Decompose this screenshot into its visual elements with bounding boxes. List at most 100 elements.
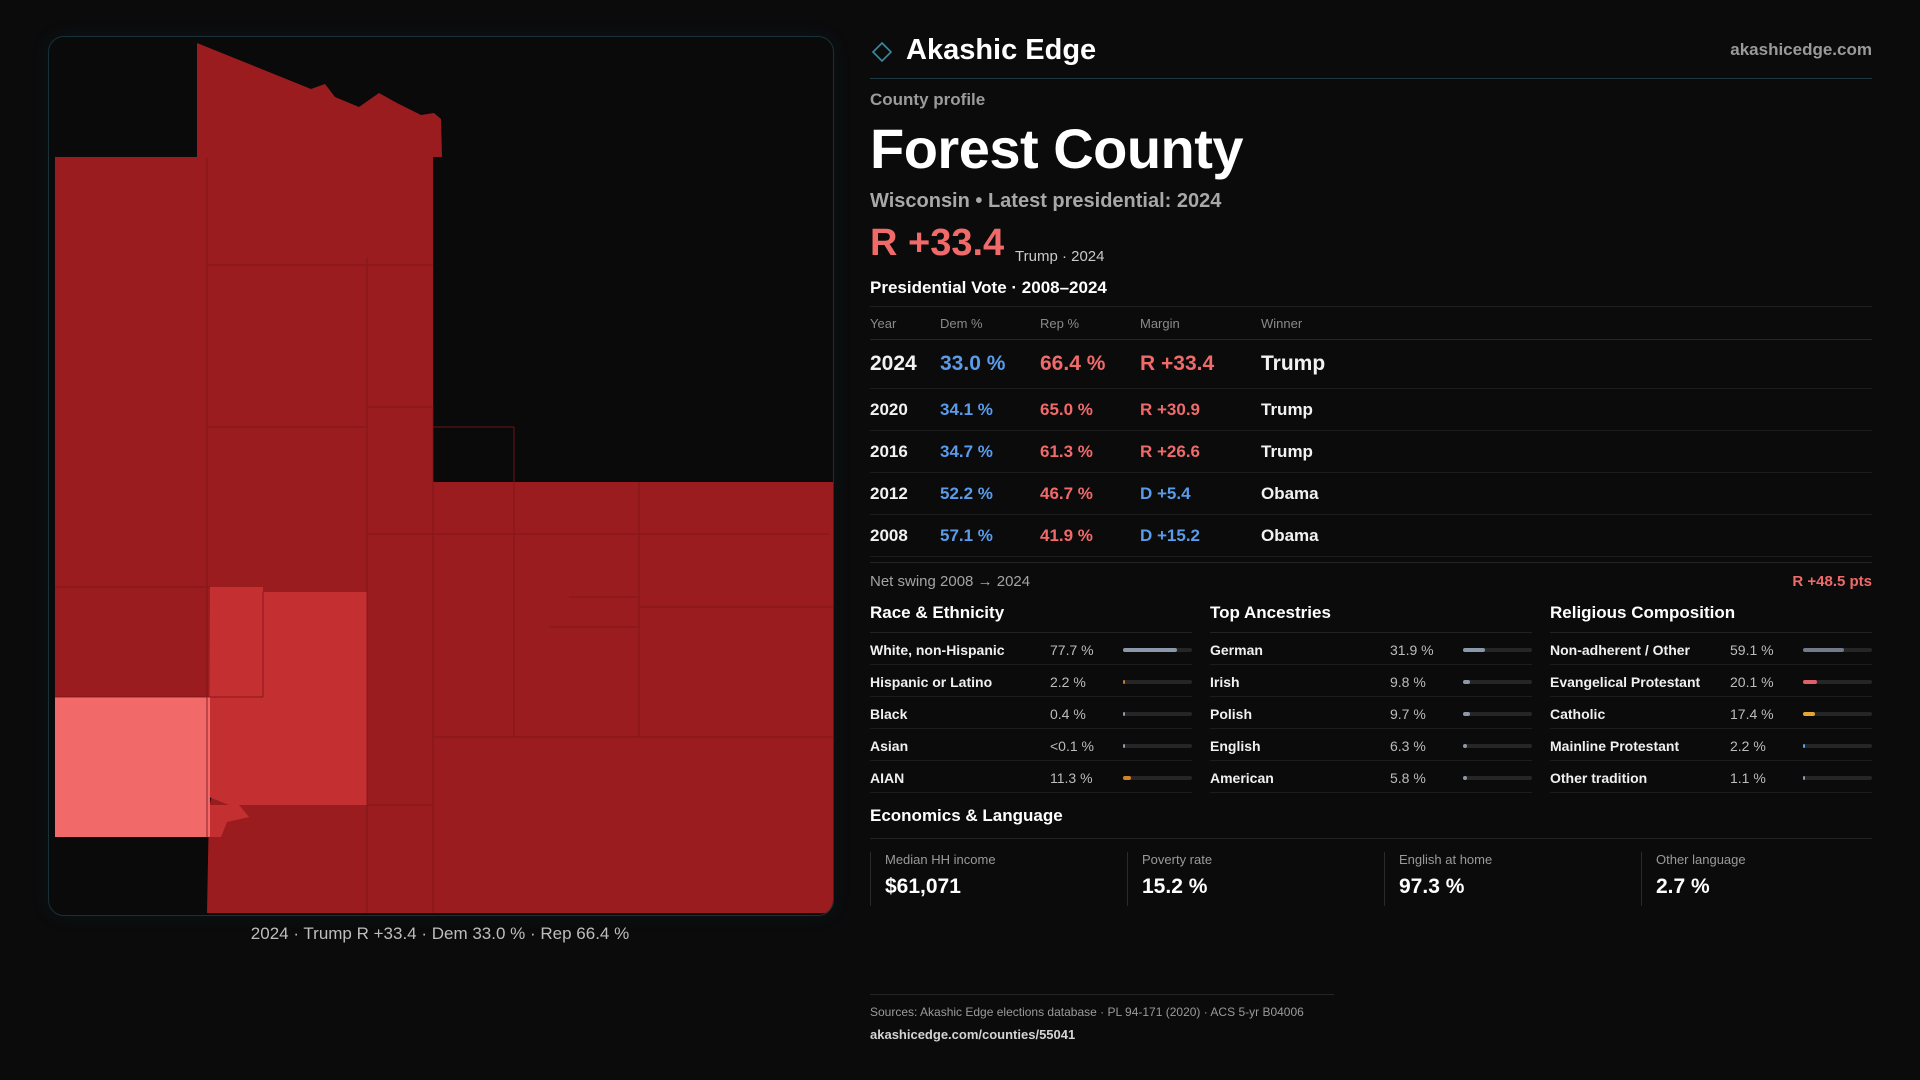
map-precinct[interactable] xyxy=(209,587,367,805)
cell-rep: 41.9 % xyxy=(1040,514,1140,557)
stat-row: AIAN 11.3 % xyxy=(870,761,1192,793)
share-bar-fill xyxy=(1463,648,1485,652)
share-bar-fill xyxy=(1803,712,1815,716)
religion-section: Religious Composition Non-adherent / Oth… xyxy=(1550,598,1872,793)
stat-row: Black 0.4 % xyxy=(870,697,1192,729)
subtitle: Wisconsin • Latest presidential: 2024 xyxy=(870,190,1222,212)
share-bar-fill xyxy=(1123,776,1131,780)
share-bar xyxy=(1803,648,1872,652)
cell-year: 2024 xyxy=(870,339,940,389)
share-bar xyxy=(1123,680,1192,684)
share-bar-fill xyxy=(1803,776,1806,780)
cell-dem: 34.1 % xyxy=(940,388,1040,431)
share-bar xyxy=(1123,744,1192,748)
stat-row-value: 20.1 % xyxy=(1730,674,1774,690)
profile-panel: Akashic Edge akashicedge.com County prof… xyxy=(870,0,1872,1080)
stat-row: American 5.8 % xyxy=(1210,761,1532,793)
stat-row-value: 2.2 % xyxy=(1730,738,1766,754)
cell-winner: Obama xyxy=(1261,472,1872,515)
cell-year: 2016 xyxy=(870,430,940,473)
table-row[interactable]: 2008 57.1 % 41.9 % D +15.2 Obama xyxy=(870,514,1872,557)
share-bar-fill xyxy=(1463,776,1467,780)
diamond-logo-icon xyxy=(872,42,892,62)
stat-row-value: 9.7 % xyxy=(1390,706,1426,722)
stat-row-value: 2.2 % xyxy=(1050,674,1086,690)
cell-rep: 61.3 % xyxy=(1040,430,1140,473)
stat-value: 2.7 % xyxy=(1656,875,1710,898)
cell-year: 2020 xyxy=(870,388,940,431)
share-bar-fill xyxy=(1123,680,1126,684)
stat-row-label: Non-adherent / Other xyxy=(1550,642,1691,658)
map-precinct[interactable] xyxy=(210,805,249,837)
share-bar xyxy=(1123,776,1192,780)
cell-dem: 34.7 % xyxy=(940,430,1040,473)
cell-winner: Trump xyxy=(1261,388,1872,431)
map-precinct[interactable] xyxy=(55,697,219,837)
share-bar-fill xyxy=(1803,680,1817,684)
stat-row-label: Black xyxy=(870,706,908,722)
stat-row: Mainline Protestant 2.2 % xyxy=(1550,729,1872,761)
stat-row-value: 5.8 % xyxy=(1390,770,1426,786)
share-bar xyxy=(1803,776,1872,780)
eyebrow-label: County profile xyxy=(870,90,986,109)
page-title: Forest County xyxy=(870,117,1244,180)
share-bar-fill xyxy=(1123,744,1126,748)
share-bar-fill xyxy=(1463,744,1468,748)
brand-url-link[interactable]: akashicedge.com xyxy=(1730,40,1872,59)
share-bar-fill xyxy=(1463,712,1470,716)
stat-row: Other tradition 1.1 % xyxy=(1550,761,1872,793)
table-row[interactable]: 2020 34.1 % 65.0 % R +30.9 Trump xyxy=(870,388,1872,431)
table-row[interactable]: 2024 33.0 % 66.4 % R +33.4 Trump xyxy=(870,339,1872,389)
stat-row-label: Hispanic or Latino xyxy=(870,674,993,690)
cell-rep: 66.4 % xyxy=(1040,339,1140,389)
cell-margin: D +5.4 xyxy=(1140,472,1261,515)
share-bar-fill xyxy=(1123,648,1177,652)
stat-row: White, non-Hispanic 77.7 % xyxy=(870,633,1192,665)
share-bar-fill xyxy=(1803,744,1806,748)
stat-row-value: 11.3 % xyxy=(1050,770,1093,786)
map-caption: 2024 · Trump R +33.4 · Dem 33.0 % · Rep … xyxy=(250,924,630,943)
stat-row: Asian <0.1 % xyxy=(870,729,1192,761)
col-header-dem: Dem % xyxy=(940,306,1040,340)
col-header-year: Year xyxy=(870,306,940,340)
cell-margin: R +30.9 xyxy=(1140,388,1261,431)
share-bar xyxy=(1803,680,1872,684)
share-bar xyxy=(1463,680,1532,684)
ancestry-section: Top Ancestries German 31.9 % Irish 9.8 % Pol… xyxy=(1210,598,1532,793)
stat-row-label: AIAN xyxy=(870,770,905,786)
stat-row: German 31.9 % xyxy=(1210,633,1532,665)
stat-row-label: Asian xyxy=(870,738,909,754)
section-title: Religious Composition xyxy=(1550,598,1872,633)
stat-row: English 6.3 % xyxy=(1210,729,1532,761)
share-bar-fill xyxy=(1803,648,1844,652)
map-svg xyxy=(55,43,833,913)
brand-header: Akashic Edge akashicedge.com xyxy=(870,28,1872,79)
stat-row-label: Irish xyxy=(1210,674,1240,690)
cell-dem: 52.2 % xyxy=(940,472,1040,515)
cell-winner: Obama xyxy=(1261,514,1872,557)
table-row[interactable]: 2012 52.2 % 46.7 % D +5.4 Obama xyxy=(870,472,1872,515)
table-row[interactable]: 2016 34.7 % 61.3 % R +26.6 Trump xyxy=(870,430,1872,473)
col-header-margin: Margin xyxy=(1140,306,1261,340)
stat-other-language: Other language 2.7 % xyxy=(1641,852,1886,906)
share-bar xyxy=(1463,776,1532,780)
share-bar-fill xyxy=(1123,712,1126,716)
cell-rep: 46.7 % xyxy=(1040,472,1140,515)
table-header-row: Year Dem % Rep % Margin Winner xyxy=(870,306,1872,340)
county-map[interactable] xyxy=(48,36,834,916)
stat-row: Irish 9.8 % xyxy=(1210,665,1532,697)
cell-margin: D +15.2 xyxy=(1140,514,1261,557)
stat-row-value: 31.9 % xyxy=(1390,642,1434,658)
cell-margin: R +33.4 xyxy=(1140,339,1261,389)
county-permalink[interactable]: akashicedge.com/counties/55041 xyxy=(870,1027,1076,1042)
stat-label: Median HH income xyxy=(885,852,996,867)
cell-margin: R +26.6 xyxy=(1140,430,1261,473)
sources-footer: Sources: Akashic Edge elections database… xyxy=(870,994,1334,1042)
cell-dem: 33.0 % xyxy=(940,339,1040,389)
stat-row-label: Mainline Protestant xyxy=(1550,738,1680,754)
stat-row-value: 6.3 % xyxy=(1390,738,1426,754)
cell-year: 2012 xyxy=(870,472,940,515)
stat-value: 15.2 % xyxy=(1142,875,1208,898)
stat-poverty-rate: Poverty rate 15.2 % xyxy=(1127,852,1372,906)
votes-section-title: Presidential Vote · 2008–2024 xyxy=(870,278,1107,297)
